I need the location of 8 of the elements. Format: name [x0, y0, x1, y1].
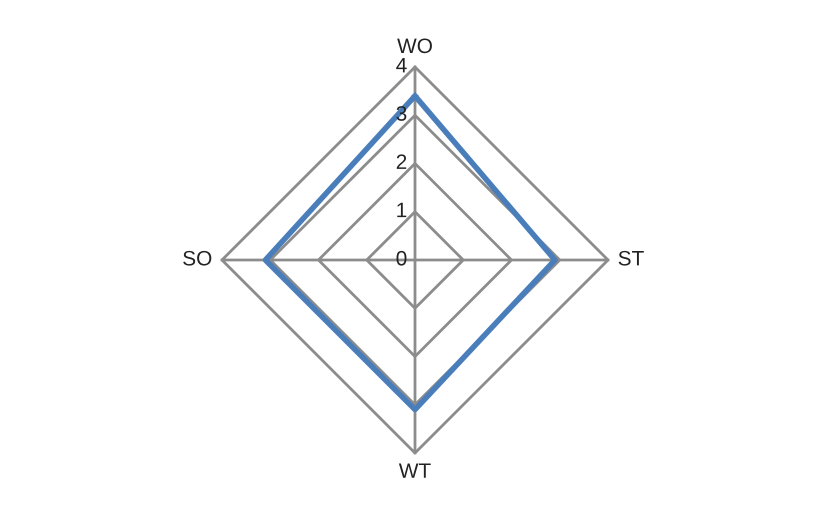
y-tick-label: 2 — [396, 154, 406, 169]
spoke-label: SO — [183, 250, 212, 266]
spoke-label: WO — [397, 38, 432, 54]
y-tick-label: 4 — [396, 58, 407, 72]
spoke-label: ST — [618, 250, 644, 266]
spoke-label: WT — [398, 463, 431, 478]
y-tick-label: 0 — [396, 250, 406, 266]
y-tick-label: 1 — [397, 202, 406, 218]
